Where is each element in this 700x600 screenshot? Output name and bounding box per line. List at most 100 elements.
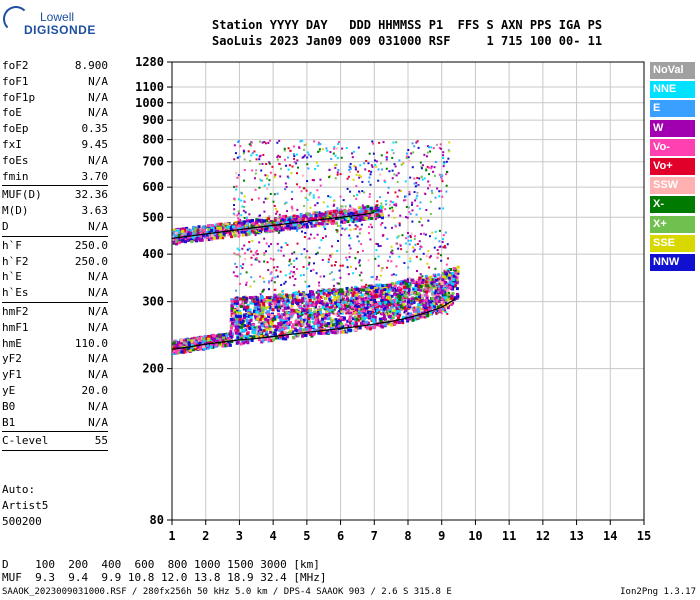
echo-point: [429, 286, 433, 290]
echo-point: [177, 234, 181, 238]
echo-point: [317, 141, 320, 144]
echo-point: [369, 193, 372, 196]
echo-point: [281, 215, 285, 219]
echo-point: [338, 305, 342, 309]
echo-point: [443, 245, 446, 248]
echo-point: [250, 218, 254, 222]
echo-point: [376, 200, 379, 203]
echo-point: [301, 156, 304, 159]
echo-point: [317, 196, 320, 199]
echo-point: [350, 286, 353, 289]
echo-point: [362, 306, 365, 309]
echo-point: [430, 189, 433, 192]
echo-point: [347, 273, 350, 276]
echo-point: [319, 319, 323, 323]
echo-point: [237, 221, 241, 225]
echo-point: [240, 333, 244, 337]
echo-point: [433, 273, 436, 276]
echo-point: [355, 293, 359, 297]
echo-point: [286, 299, 290, 303]
echo-point: [257, 313, 261, 317]
echo-point: [296, 226, 300, 230]
echo-point: [290, 172, 293, 175]
param-row: h`F 250.0: [2, 238, 108, 254]
echo-point: [270, 229, 274, 233]
echo-point: [357, 146, 360, 149]
auto-program: Artist5: [2, 499, 49, 512]
echo-point: [416, 194, 419, 197]
echo-point: [355, 311, 359, 315]
echo-point: [293, 259, 296, 262]
echo-point: [294, 298, 298, 302]
echo-point: [274, 295, 278, 299]
echo-point: [323, 275, 326, 278]
echo-point: [258, 186, 261, 189]
echo-point: [440, 281, 444, 285]
echo-point: [403, 262, 406, 265]
echo-point: [180, 338, 184, 342]
echo-point: [301, 230, 304, 233]
echo-point: [440, 312, 443, 315]
echo-point: [421, 308, 424, 311]
echo-point: [215, 334, 219, 338]
echo-point: [441, 271, 445, 275]
echo-point: [308, 303, 312, 307]
echo-point: [215, 337, 219, 341]
echo-point: [369, 213, 372, 216]
echo-point: [408, 294, 411, 297]
echo-point: [428, 266, 431, 269]
echo-point: [284, 182, 287, 185]
echo-point: [455, 276, 459, 280]
echo-point: [406, 303, 409, 306]
echo-point: [402, 280, 406, 284]
echo-point: [364, 288, 367, 291]
echo-point: [352, 221, 355, 224]
param-row: hmF2 N/A: [2, 304, 108, 320]
echo-point: [328, 297, 332, 301]
echo-point: [213, 232, 217, 236]
echo-point: [241, 267, 244, 270]
echo-point: [374, 293, 378, 297]
echo-point: [254, 295, 258, 299]
echo-point: [358, 176, 361, 179]
echo-point: [223, 344, 227, 348]
echo-point: [303, 305, 307, 309]
echo-point: [374, 257, 377, 260]
echo-point: [301, 323, 305, 327]
echo-point: [336, 173, 339, 176]
echo-point: [348, 302, 351, 305]
echo-point: [382, 310, 386, 314]
echo-point: [276, 224, 280, 228]
echo-point: [288, 272, 291, 275]
echo-point: [295, 153, 298, 156]
echo-point: [333, 295, 337, 299]
echo-point: [329, 255, 332, 258]
echo-point: [328, 216, 331, 219]
echo-point: [355, 287, 359, 291]
echo-point: [192, 348, 196, 352]
echo-point: [360, 223, 363, 226]
echo-point: [415, 181, 418, 184]
param-value: 9.45: [81, 137, 109, 151]
echo-point: [382, 141, 385, 144]
echo-point: [349, 171, 352, 174]
echo-point: [440, 297, 444, 301]
echo-point: [280, 249, 283, 252]
echo-point: [435, 143, 438, 146]
echo-point: [409, 312, 413, 316]
echo-point: [388, 303, 392, 307]
echo-point: [396, 195, 399, 198]
echo-point: [444, 311, 447, 314]
echo-point: [340, 322, 344, 326]
echo-point: [447, 257, 450, 260]
echo-point: [277, 315, 281, 319]
echo-point: [355, 185, 358, 188]
echo-point: [445, 284, 448, 287]
echo-point: [334, 290, 337, 293]
echo-point: [264, 197, 267, 200]
echo-point: [326, 210, 329, 213]
echo-point: [392, 298, 396, 302]
echo-point: [367, 313, 371, 317]
echo-point: [309, 221, 313, 225]
echo-point: [283, 149, 286, 152]
